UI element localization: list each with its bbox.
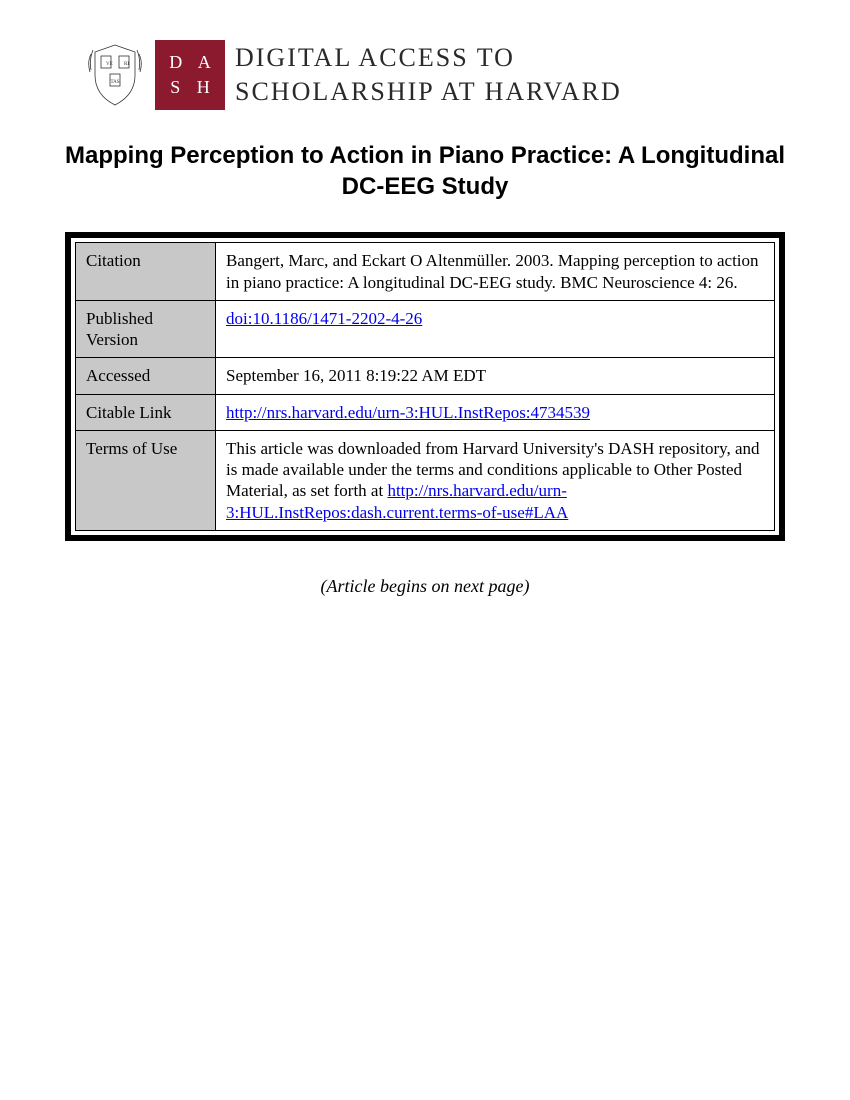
terms-value: This article was downloaded from Harvard…: [216, 430, 775, 530]
published-version-value: doi:10.1186/1471-2202-4-26: [216, 300, 775, 358]
citable-link-label: Citable Link: [76, 394, 216, 430]
citable-link[interactable]: http://nrs.harvard.edu/urn-3:HUL.InstRep…: [226, 403, 590, 422]
document-title: Mapping Perception to Action in Piano Pr…: [50, 140, 800, 202]
citable-link-value: http://nrs.harvard.edu/urn-3:HUL.InstRep…: [216, 394, 775, 430]
dash-line2: S H: [170, 75, 216, 100]
dash-badge-icon: D A S H: [155, 40, 225, 110]
terms-label: Terms of Use: [76, 430, 216, 530]
org-line1: DIGITAL ACCESS TO: [235, 41, 622, 75]
table-row: Terms of Use This article was downloaded…: [76, 430, 775, 530]
svg-text:RI: RI: [124, 62, 129, 67]
veritas-shield-icon: VE RI TAS: [85, 40, 145, 110]
doi-link[interactable]: doi:10.1186/1471-2202-4-26: [226, 309, 422, 328]
published-version-label: Published Version: [76, 300, 216, 358]
header-logo: VE RI TAS D A S H DIGITAL ACCESS TO SCHO…: [85, 40, 800, 110]
citation-value: Bangert, Marc, and Eckart O Altenmüller.…: [216, 243, 775, 301]
svg-text:TAS: TAS: [110, 80, 119, 85]
table-row: Citable Link http://nrs.harvard.edu/urn-…: [76, 394, 775, 430]
accessed-value: September 16, 2011 8:19:22 AM EDT: [216, 358, 775, 394]
table-row: Citation Bangert, Marc, and Eckart O Alt…: [76, 243, 775, 301]
table-row: Published Version doi:10.1186/1471-2202-…: [76, 300, 775, 358]
metadata-table-wrapper: Citation Bangert, Marc, and Eckart O Alt…: [65, 232, 785, 541]
citation-label: Citation: [76, 243, 216, 301]
accessed-label: Accessed: [76, 358, 216, 394]
org-line2: SCHOLARSHIP AT HARVARD: [235, 75, 622, 109]
svg-text:VE: VE: [106, 62, 113, 67]
dash-line1: D A: [169, 50, 217, 75]
footer-note: (Article begins on next page): [50, 576, 800, 597]
metadata-table: Citation Bangert, Marc, and Eckart O Alt…: [75, 242, 775, 531]
table-row: Accessed September 16, 2011 8:19:22 AM E…: [76, 358, 775, 394]
org-name: DIGITAL ACCESS TO SCHOLARSHIP AT HARVARD: [235, 41, 622, 109]
